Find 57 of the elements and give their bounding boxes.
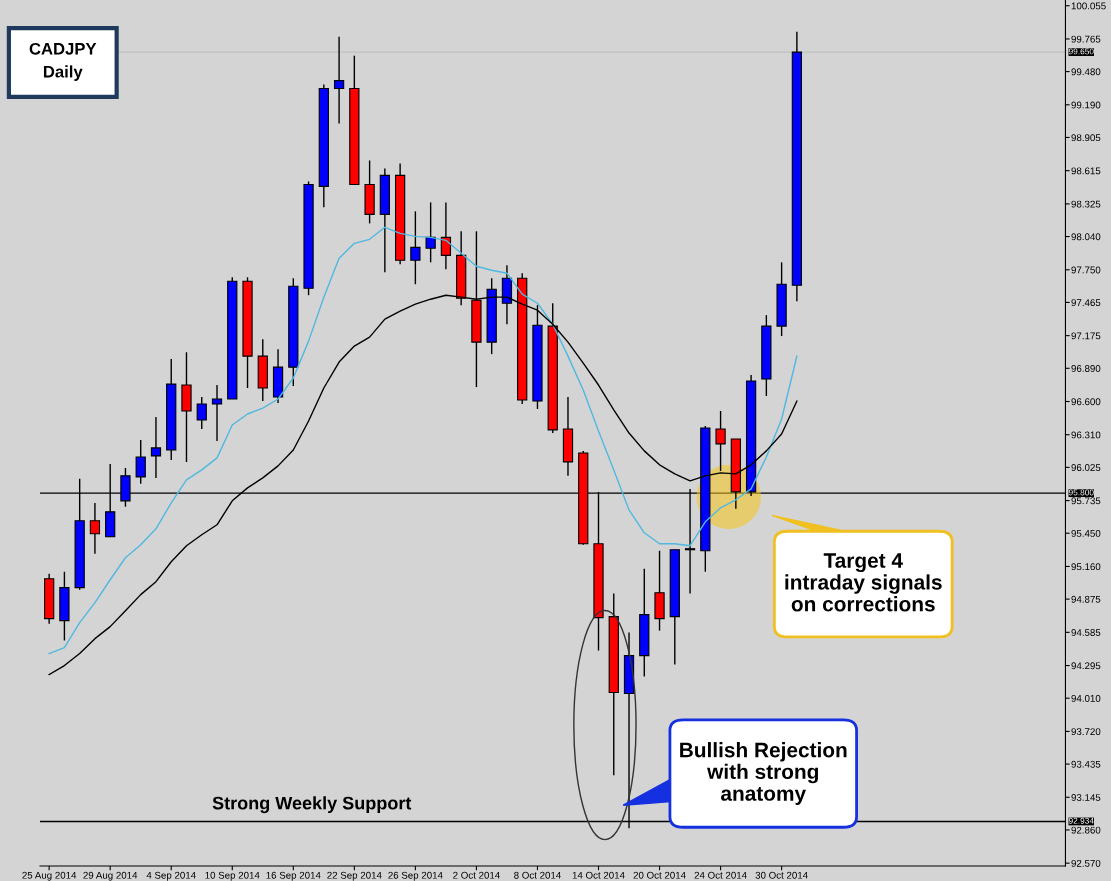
y-tick-label: 99.480 [1071, 68, 1101, 76]
x-tick-label: 4 Sep 2014 [146, 871, 196, 881]
y-tick-label: 92.570 [1071, 859, 1101, 867]
y-tick-label: 93.720 [1071, 728, 1101, 736]
candlestick [150, 416, 162, 479]
y-tick-label: 95.735 [1071, 497, 1101, 505]
y-tick-label: 94.585 [1071, 629, 1101, 636]
y-tick-label: 97.465 [1071, 299, 1101, 307]
y-tick-label: 95.450 [1071, 529, 1101, 537]
x-tick-label: 10 Sep 2014 [205, 871, 260, 881]
x-tick-label: 8 Oct 2014 [514, 871, 561, 879]
annotation: Strong Weekly Support [212, 796, 412, 814]
annotation: Target 4 intraday signals on corrections [785, 553, 942, 612]
y-tick-label: 95.160 [1071, 563, 1101, 571]
candlestick [89, 502, 101, 555]
candlestick [425, 201, 436, 264]
candlestick [410, 210, 421, 285]
y-tick-label: 98.040 [1071, 233, 1101, 241]
x-tick-label: 26 Sep 2014 [388, 871, 443, 881]
text: CADJPY [29, 42, 97, 55]
y-tick-label: 96.890 [1071, 365, 1101, 372]
y-tick-label: 97.750 [1071, 266, 1101, 274]
y-tick-label: 97.175 [1071, 332, 1101, 340]
x-tick-label: 30 Oct 2014 [755, 871, 808, 879]
x-tick-label: 22 Sep 2014 [327, 871, 382, 881]
y-tick-label: 94.010 [1071, 694, 1101, 702]
candlestick [135, 439, 146, 485]
y-tick-label: 94.295 [1071, 662, 1101, 670]
ref-line-label: 95.800 [1068, 489, 1094, 496]
text: Daily [43, 65, 83, 81]
y-tick-label: 98.905 [1071, 134, 1101, 142]
y-tick-label: 98.615 [1071, 167, 1101, 175]
x-tick-label: 14 Oct 2014 [572, 871, 625, 879]
y-tick-label: 99.765 [1071, 35, 1101, 43]
candlestick [211, 384, 223, 442]
x-tick-label: 25 Aug 2014 [22, 871, 77, 881]
y-tick-label: 93.145 [1071, 794, 1101, 801]
x-tick-label: 24 Oct 2014 [694, 871, 747, 879]
x-tick-label: 16 Sep 2014 [266, 871, 321, 881]
annotation: Bullish Rejection with strong anatomy [680, 742, 847, 805]
candlestick [715, 410, 726, 472]
y-tick-label: 96.310 [1071, 431, 1101, 439]
y-tick-label: 99.190 [1071, 101, 1101, 109]
y-tick-label: 96.025 [1071, 464, 1101, 471]
ref-line-label: 99.650 [1068, 48, 1094, 55]
y-tick-label: 94.875 [1071, 595, 1101, 603]
candlestick [333, 35, 345, 125]
candlestick [196, 396, 207, 430]
y-tick-label: 100.055 [1071, 2, 1106, 10]
x-tick-label: 2 Oct 2014 [453, 871, 500, 879]
y-tick-label: 93.435 [1071, 760, 1101, 768]
y-tick-label: 98.325 [1071, 200, 1101, 208]
x-tick-label: 20 Oct 2014 [633, 871, 686, 879]
y-tick-label: 92.860 [1071, 826, 1101, 834]
ref-line-label: 92.934 [1068, 817, 1094, 824]
y-tick-label: 96.600 [1071, 398, 1101, 406]
x-tick-label: 29 Aug 2014 [83, 871, 138, 881]
